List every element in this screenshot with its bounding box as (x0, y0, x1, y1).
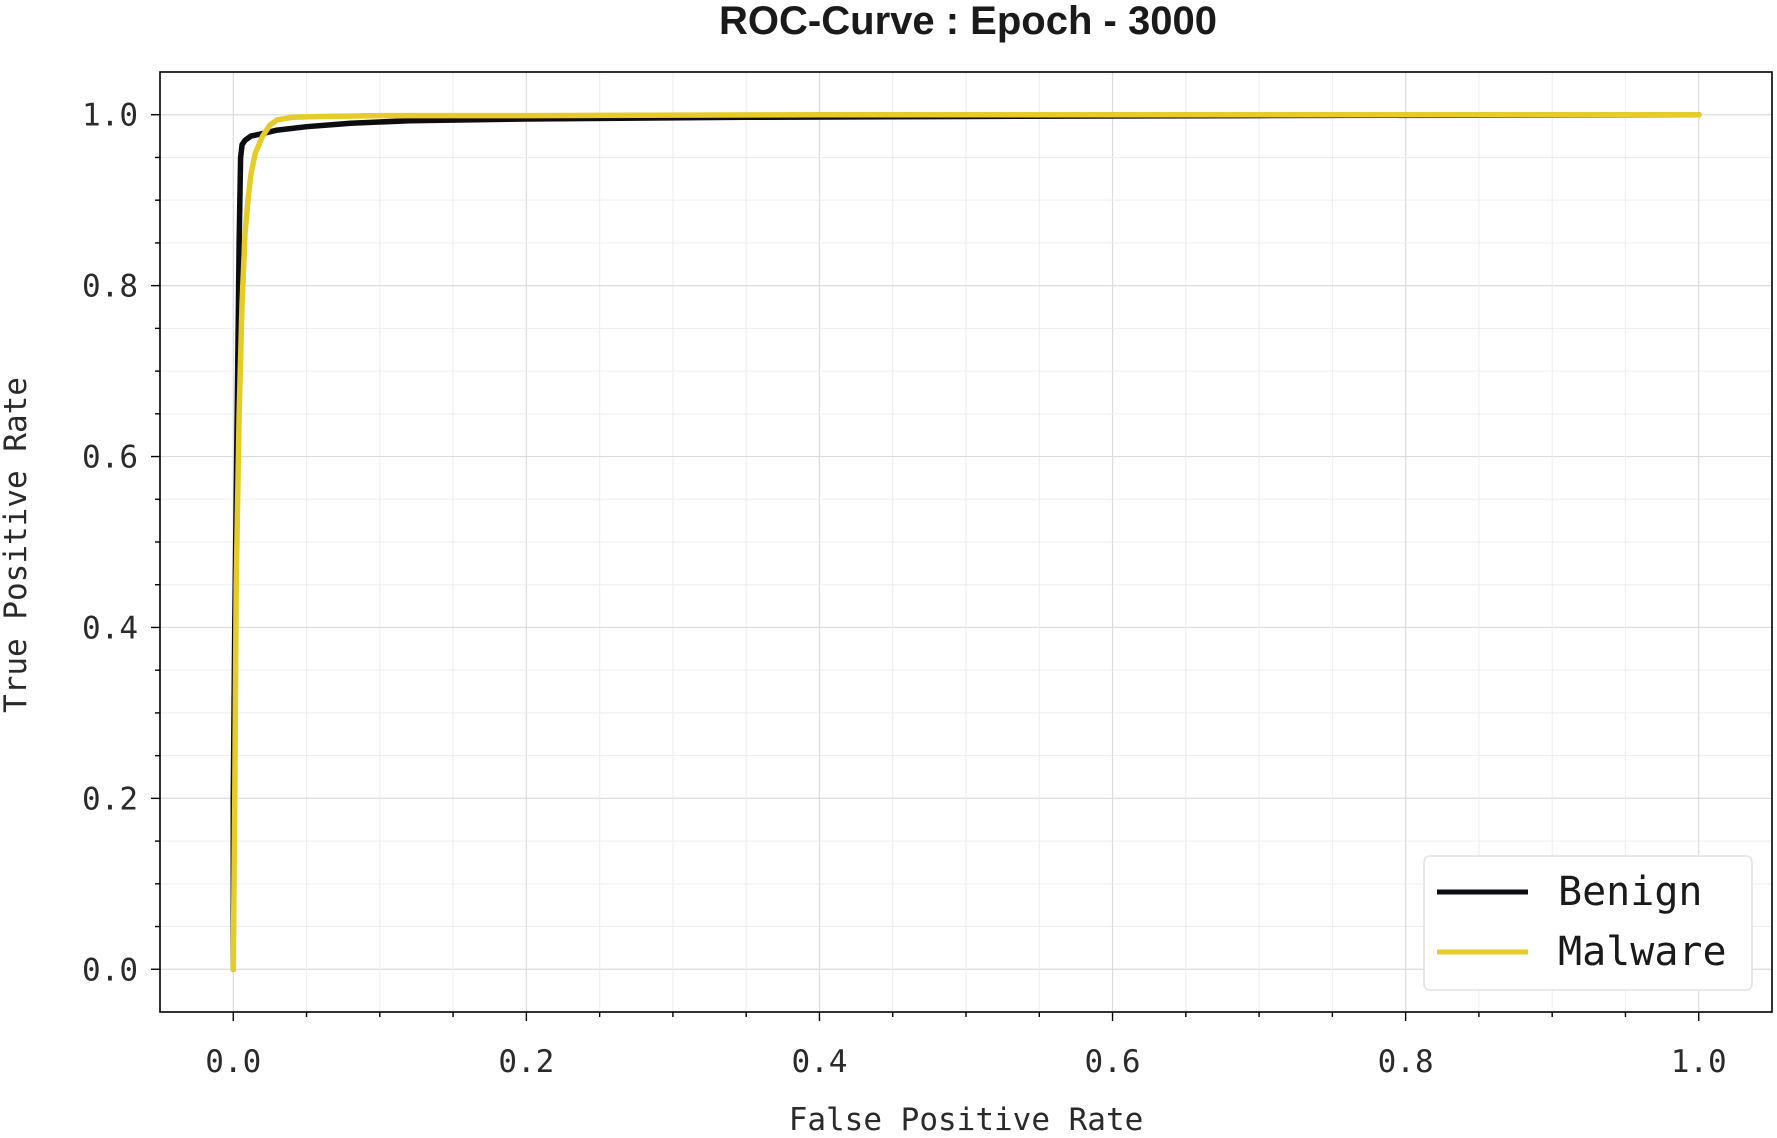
y-tick-label: 0.6 (82, 440, 138, 476)
series-lines (230, 111, 1702, 973)
x-tick-label: 0.4 (791, 1044, 847, 1080)
chart-title: ROC-Curve : Epoch - 3000 (719, 0, 1217, 43)
y-tick-label: 0.4 (82, 610, 138, 646)
axis-ticks: 0.0 0.2 0.4 0.6 0.8 1.0 0.0 0.2 0.4 0.6 0.8 1.0 (82, 98, 1727, 1080)
x-tick-label: 0.2 (498, 1044, 554, 1080)
x-tick-label: 1.0 (1671, 1044, 1727, 1080)
y-tick-label: 0.8 (82, 269, 138, 305)
legend-label-malware: Malware (1558, 929, 1727, 975)
y-axis-label: True Positive Rate (0, 377, 34, 713)
y-tick-label: 1.0 (82, 98, 138, 134)
x-tick-label: 0.6 (1085, 1044, 1141, 1080)
y-tick-label: 0.2 (82, 781, 138, 817)
x-axis-label: False Positive Rate (789, 1102, 1144, 1133)
series-line-malware (230, 111, 1702, 973)
y-tick-label: 0.0 (82, 952, 138, 988)
x-tick-label: 0.8 (1378, 1044, 1434, 1080)
legend-label-benign: Benign (1558, 869, 1703, 915)
x-tick-label: 0.0 (205, 1044, 261, 1080)
legend: Benign Malware (1423, 855, 1753, 991)
